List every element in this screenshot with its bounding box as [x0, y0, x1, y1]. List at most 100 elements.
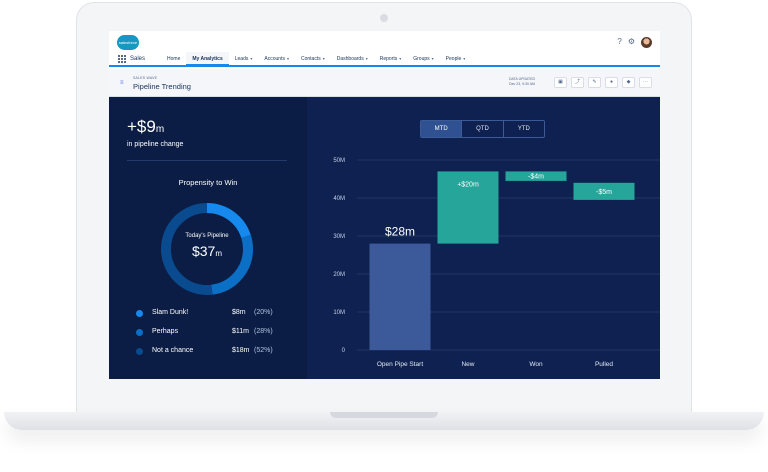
donut-slice-not-a-chance[interactable]: [161, 203, 253, 295]
y-tick-label: 40M: [333, 196, 345, 202]
nav-tab-people[interactable]: People ▾: [440, 52, 472, 66]
legend-value: $8m: [232, 309, 246, 316]
nav-tab-contacts[interactable]: Contacts ▾: [295, 52, 331, 66]
chevron-down-icon[interactable]: ▾: [463, 56, 466, 61]
bar-won[interactable]: [505, 171, 567, 181]
bar-value-label: -$4m: [528, 174, 544, 181]
donut-legend: Slam Dunk! $8m (20%) Perhaps $11m (28%) Not a …: [136, 307, 306, 364]
legend-name: Perhaps: [152, 328, 179, 335]
legend-dot: [136, 348, 143, 355]
bar-value-label: -$5m: [596, 189, 612, 196]
donut-title: Propensity to Win: [178, 178, 238, 187]
edit-icon[interactable]: ✎: [588, 77, 601, 88]
nav-tab-label: Home: [167, 56, 181, 62]
donut-slice-perhaps[interactable]: [161, 203, 253, 295]
nav-tab-label: Contacts: [300, 56, 321, 62]
donut-center-label: Today's Pipeline: [185, 233, 229, 239]
pipeline-change-value: +$9m: [127, 117, 164, 137]
nav-tab-my-analytics[interactable]: My Analytics: [186, 52, 229, 66]
nav-tab-label: Accounts: [264, 56, 285, 62]
x-category-label: Pulled: [595, 361, 613, 368]
globe-icon[interactable]: ●: [605, 77, 618, 88]
nav-tab-label: Reports: [379, 56, 398, 62]
bar-open-pipe-start[interactable]: [369, 243, 431, 350]
laptop-notch: [330, 412, 438, 418]
data-updated-label: DATA UPDATED: [509, 77, 536, 81]
period-ytd-button[interactable]: YTD: [517, 126, 530, 132]
gear-icon[interactable]: ⚙: [627, 37, 635, 46]
notify-icon[interactable]: ◆: [622, 77, 635, 88]
data-updated-value: Dec 23, 9:30 AM: [509, 82, 535, 86]
pipeline-change-unit: m: [155, 124, 165, 135]
legend-percent: (20%): [254, 309, 273, 316]
nav-tabs: Home My Analytics Leads ▾ Accounts ▾ Contacts ▾…: [161, 52, 471, 66]
save-icon[interactable]: ▣: [554, 77, 567, 88]
chevron-down-icon[interactable]: ▾: [365, 56, 368, 61]
legend-dot: [136, 329, 143, 336]
legend-item[interactable]: Slam Dunk! $8m (20%): [136, 307, 306, 326]
nav-tab-groups[interactable]: Groups ▾: [407, 52, 439, 66]
bar-value-label: $28m: [385, 225, 415, 239]
legend-name: Slam Dunk!: [152, 309, 189, 316]
y-tick-label: 20M: [333, 272, 345, 278]
page-subtitle: SALES WAVE: [133, 76, 158, 80]
donut-center-unit: m: [215, 249, 223, 258]
x-category-label: Open Pipe Start: [377, 361, 423, 368]
y-tick-label: 0: [342, 348, 346, 354]
avatar[interactable]: [641, 36, 652, 48]
period-mtd-button[interactable]: MTD: [421, 121, 463, 137]
nav-tab-label: People: [445, 56, 462, 62]
pipeline-change-label: in pipeline change: [127, 141, 184, 148]
legend-item[interactable]: Perhaps $11m (28%): [136, 326, 306, 345]
help-icon[interactable]: ?: [617, 37, 622, 46]
period-selector: MTD QTD YTD: [420, 120, 545, 138]
data-updated: DATA UPDATED Dec 23, 9:30 AM: [509, 77, 535, 87]
share-icon[interactable]: ⤴: [571, 77, 584, 88]
nav-tab-dashboards[interactable]: Dashboards ▾: [331, 52, 374, 66]
chevron-down-icon[interactable]: ▾: [399, 56, 402, 61]
nav-tab-label: Leads: [234, 56, 249, 62]
bar-new[interactable]: [437, 171, 499, 244]
legend-item[interactable]: Not a chance $18m (52%): [136, 345, 306, 364]
laptop-base: [4, 412, 764, 430]
menu-icon[interactable]: ≡: [120, 80, 124, 86]
divider: [127, 160, 287, 161]
dashboard: +$9m in pipeline change Propensity to Wi…: [109, 97, 660, 379]
chevron-down-icon[interactable]: ▾: [286, 56, 289, 61]
page-actions: ▣ ⤴ ✎ ● ◆ ⋯: [554, 77, 652, 88]
legend-name: Not a chance: [152, 347, 194, 354]
nav-tab-home[interactable]: Home: [161, 52, 186, 66]
pipeline-change-number: +$9: [127, 117, 156, 136]
x-category-label: Won: [529, 361, 543, 368]
nav-tab-label: Dashboards: [336, 56, 364, 62]
nav-tab-label: My Analytics: [192, 56, 223, 62]
salesforce-logo[interactable]: salesforce: [117, 35, 139, 50]
chevron-down-icon[interactable]: ▾: [250, 56, 253, 61]
summary-panel: +$9m in pipeline change Propensity to Wi…: [109, 97, 307, 379]
y-tick-label: 50M: [333, 158, 345, 164]
legend-percent: (52%): [254, 347, 273, 354]
donut-chart[interactable]: [159, 201, 255, 297]
waterfall-panel: MTD QTD YTD 0 10M 20M 30M 40M 50M $28m Open Pipe …: [307, 97, 660, 379]
legend-value: $11m: [232, 328, 249, 335]
nav-tab-reports[interactable]: Reports ▾: [374, 52, 408, 66]
bar-value-label: +$20m: [457, 181, 479, 188]
chevron-down-icon[interactable]: ▾: [322, 56, 325, 61]
app-launcher-icon[interactable]: [118, 55, 126, 63]
more-icon[interactable]: ⋯: [639, 77, 652, 88]
legend-value: $18m: [232, 347, 250, 354]
nav-tab-accounts[interactable]: Accounts ▾: [258, 52, 295, 66]
period-qtd-button[interactable]: QTD: [462, 121, 504, 137]
legend-percent: (28%): [254, 328, 273, 335]
donut-center-number: $37: [191, 243, 216, 259]
waterfall-chart: 0 10M 20M 30M 40M 50M $28m Open Pipe Start +$20m…: [333, 158, 660, 368]
x-category-label: New: [461, 361, 474, 368]
page-header: ≡ SALES WAVE Pipeline Trending DATA UPDA…: [109, 69, 660, 97]
nav-tab-leads[interactable]: Leads ▾: [229, 52, 259, 66]
y-tick-label: 30M: [333, 234, 345, 240]
navigation-bar: Sales Home My Analytics Leads ▾ Accounts ▾ Con…: [109, 52, 660, 67]
bar-pulled[interactable]: [573, 182, 635, 200]
page-title: Pipeline Trending: [133, 82, 191, 91]
global-header: salesforce ? ⚙: [109, 31, 660, 53]
chevron-down-icon[interactable]: ▾: [431, 56, 434, 61]
